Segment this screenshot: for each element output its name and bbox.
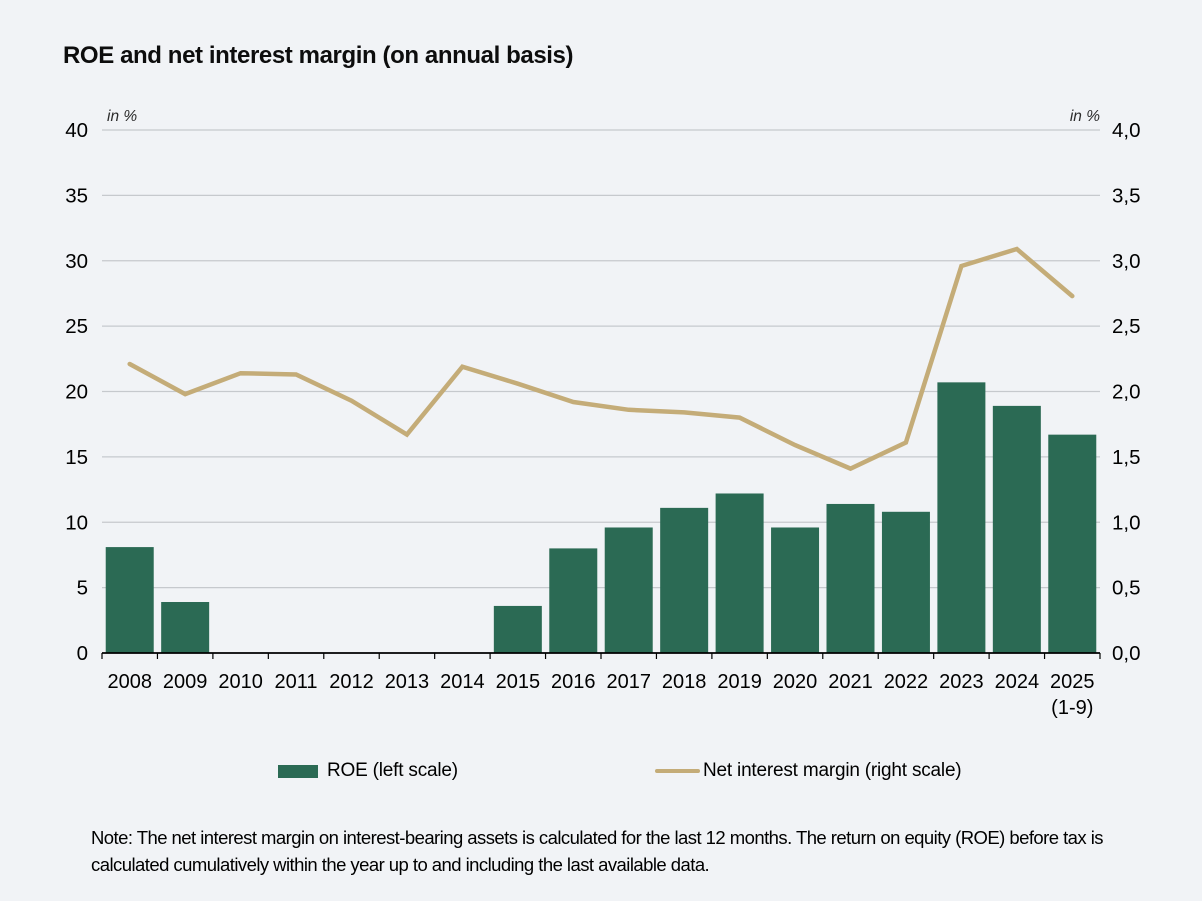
roe-bar-2019 (715, 493, 764, 653)
x-axis-label-2019: 2019 (717, 671, 762, 693)
roe-bar-2023 (937, 382, 986, 653)
x-axis-label-2013: 2013 (385, 671, 430, 693)
right-axis-tick-label: 0,0 (1112, 642, 1141, 665)
x-axis-label-2012: 2012 (329, 671, 374, 693)
right-axis-tick-label: 4,0 (1112, 119, 1141, 142)
right-axis-tick-label: 1,0 (1112, 511, 1141, 534)
x-axis-label-2011: 2011 (275, 671, 318, 693)
x-axis-label-2016: 2016 (551, 671, 596, 693)
left-axis-tick-label: 35 (65, 184, 88, 207)
left-axis-tick-label: 40 (65, 119, 88, 142)
right-axis-unit: in % (1070, 108, 1100, 125)
roe-legend-swatch (278, 764, 318, 778)
x-axis-label-2022: 2022 (884, 671, 929, 693)
x-axis-label-2009: 2009 (163, 671, 208, 693)
left-axis-tick-label: 0 (77, 642, 88, 665)
roe-bar-2016 (549, 548, 598, 653)
right-axis-tick-label: 2,0 (1112, 381, 1141, 404)
roe-legend-label: ROE (left scale) (327, 760, 458, 781)
roe-bar-2021 (826, 503, 875, 653)
right-axis-tick-label: 2,5 (1112, 315, 1141, 338)
chart-canvas: 40 4,0 35 3,5 30 3,0 25 2,5 20 2,0 15 1,5 10 1,0 5 0,5 0… (65, 108, 1141, 719)
x-axis-label-2018: 2018 (662, 671, 707, 693)
x-axis-label-2017: 2017 (606, 671, 651, 693)
roe-bar-2025 (1048, 434, 1097, 653)
left-axis-unit: in % (107, 108, 137, 125)
x-axis-sublabel: (1-9) (1051, 697, 1093, 719)
x-axis-label-2020: 2020 (773, 671, 818, 693)
legend-item-nim: Net interest margin (right scale) (655, 760, 962, 782)
x-axis-label-2023: 2023 (939, 671, 984, 693)
x-axis-label-2008: 2008 (107, 671, 152, 693)
right-axis-tick-label: 3,0 (1112, 250, 1141, 273)
roe-bar-2024 (992, 405, 1041, 653)
roe-bar-2009 (161, 602, 210, 653)
left-axis-tick-label: 20 (65, 381, 88, 404)
x-axis-label-2015: 2015 (496, 671, 541, 693)
nim-legend-label: Net interest margin (right scale) (703, 760, 962, 781)
nim-legend-swatch (655, 768, 700, 774)
x-axis-label-2010: 2010 (218, 671, 263, 693)
roe-bar-2022 (881, 511, 930, 653)
legend-item-roe: ROE (left scale) (278, 760, 458, 782)
chart-note: Note: The net interest margin on interes… (91, 827, 1104, 875)
x-axis-label-2024: 2024 (995, 671, 1040, 693)
x-axis-label-2021: 2021 (828, 671, 873, 693)
nim-line (127, 246, 1075, 472)
right-axis-tick-label: 1,5 (1112, 446, 1141, 469)
left-axis-tick-label: 5 (77, 577, 88, 600)
x-axis-label-2025: 2025 (1050, 671, 1095, 693)
right-axis-tick-label: 0,5 (1112, 577, 1141, 600)
left-axis-tick-label: 30 (65, 250, 88, 273)
roe-bar-2018 (660, 507, 709, 653)
roe-bar-2017 (604, 527, 653, 653)
chart-title: ROE and net interest margin (on annual b… (63, 42, 574, 69)
x-axis-label-2014: 2014 (440, 671, 485, 693)
left-axis-tick-label: 10 (65, 511, 88, 534)
roe-bar-2008 (105, 547, 154, 653)
roe-bar-2015 (493, 605, 542, 653)
right-axis-tick-label: 3,5 (1112, 184, 1141, 207)
left-axis-tick-label: 25 (65, 315, 88, 338)
roe-bar-2020 (771, 527, 820, 653)
left-axis-tick-label: 15 (65, 446, 88, 469)
